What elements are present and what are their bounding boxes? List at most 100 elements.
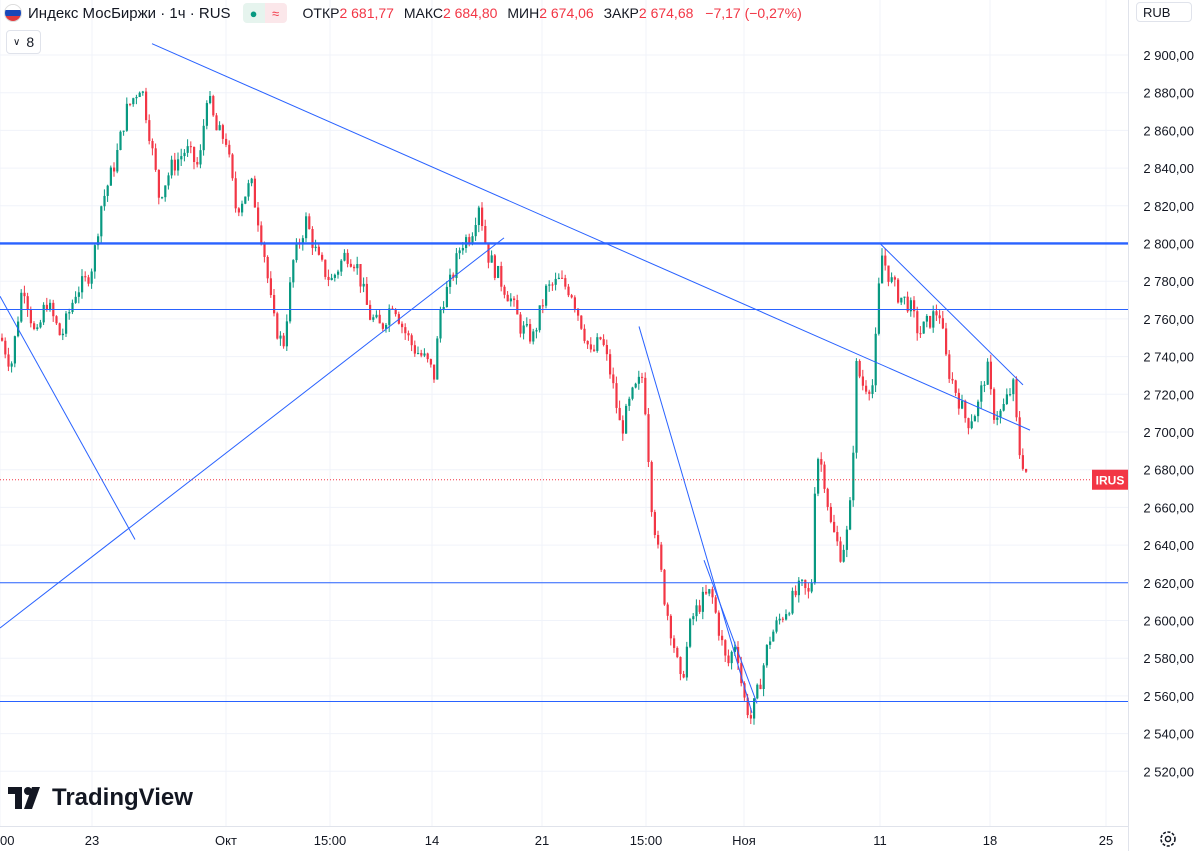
candle	[10, 361, 13, 373]
candle	[519, 312, 522, 338]
candle	[679, 656, 682, 681]
candle-body	[317, 246, 320, 255]
candle-body	[420, 352, 423, 356]
candle	[727, 649, 730, 667]
candle-body	[916, 311, 919, 334]
delayed-data-icon[interactable]: ≈	[264, 3, 287, 23]
candle	[125, 97, 128, 132]
candle-body	[183, 152, 186, 157]
candle	[564, 274, 567, 290]
candle	[820, 452, 823, 472]
candle-body	[68, 312, 71, 314]
price-tick-label: 2 900,00	[1143, 48, 1194, 63]
candle	[186, 139, 189, 157]
candle-body	[247, 183, 250, 197]
indicators-toggle[interactable]: ∨ 8	[6, 30, 42, 54]
candle	[173, 152, 176, 176]
candle-body	[180, 156, 183, 160]
candle-body	[516, 300, 519, 315]
candle	[61, 328, 64, 341]
candle	[129, 103, 132, 107]
candle-body	[650, 461, 653, 513]
trendlines	[0, 43, 1031, 714]
candle	[439, 306, 442, 343]
trendline	[0, 237, 505, 629]
market-status-pills[interactable]: ● ≈	[242, 3, 287, 23]
price-tick-label: 2 680,00	[1143, 463, 1194, 478]
candle	[7, 347, 10, 372]
candle-body	[717, 612, 720, 636]
price-tick-label: 2 800,00	[1143, 237, 1194, 252]
candle-body	[282, 335, 285, 347]
horizontal-levels: 2 800,012 765,002 620,012 557,00IRUS2 67…	[0, 233, 1200, 712]
candle-body	[845, 529, 848, 550]
candle-body	[961, 400, 964, 409]
candle-body	[877, 283, 880, 334]
candle-body	[359, 264, 362, 287]
candle-body	[663, 569, 666, 605]
candle	[945, 322, 948, 357]
candle	[509, 293, 512, 307]
candle-body	[343, 252, 346, 261]
time-tick-label: Ноя	[732, 833, 756, 848]
candle-body	[804, 579, 807, 589]
candle-body	[1009, 394, 1012, 396]
candle	[458, 247, 461, 260]
candle-body	[253, 178, 256, 208]
price-axis[interactable]: 2 520,00 2 540,00 2 560,00 2 580,00 2 600,00…	[1128, 0, 1200, 851]
candle-body	[772, 631, 775, 642]
candle	[541, 299, 544, 314]
candle-body	[1, 337, 4, 341]
candle	[769, 636, 772, 649]
candle	[583, 324, 586, 344]
candle	[701, 587, 704, 620]
settings-gear-icon[interactable]	[1158, 829, 1178, 849]
time-tick-label: 25	[1099, 833, 1113, 848]
candle	[593, 344, 596, 353]
candle-body	[567, 286, 570, 296]
time-axis[interactable]: 00 23 Окт 15:00 14 21 15:00 Ноя 11 18 25	[0, 826, 1128, 849]
candle	[503, 284, 506, 299]
candle	[810, 579, 813, 594]
candle	[308, 213, 311, 230]
candle-body	[468, 237, 471, 244]
candle	[225, 133, 228, 148]
candle	[221, 123, 224, 144]
candle	[781, 616, 784, 623]
candle	[135, 94, 138, 105]
candle	[481, 202, 484, 231]
candle	[42, 302, 45, 326]
candle-body	[129, 103, 132, 105]
market-open-icon[interactable]: ●	[242, 3, 265, 23]
candle-body	[100, 206, 103, 237]
candle	[490, 250, 493, 263]
candle-body	[71, 302, 74, 313]
candle	[842, 544, 845, 563]
candle-body	[817, 459, 820, 494]
price-tick-label: 2 860,00	[1143, 123, 1194, 138]
candle	[685, 641, 688, 681]
candle	[113, 162, 116, 177]
currency-selector[interactable]: RUB	[1136, 2, 1192, 22]
candle	[922, 321, 925, 334]
symbol-title[interactable]: Индекс МосБиржи · 1ч · RUS	[28, 4, 231, 22]
candle-body	[839, 541, 842, 562]
candle	[506, 291, 509, 302]
candle-body	[1002, 403, 1005, 411]
price-tick-label: 2 620,00	[1143, 576, 1194, 591]
candle	[180, 148, 183, 167]
tradingview-logo[interactable]: TradingView	[8, 784, 193, 812]
candle	[279, 331, 282, 346]
candle	[97, 233, 100, 250]
candle-body	[497, 265, 500, 278]
candle-body	[135, 97, 138, 99]
candle	[401, 321, 404, 334]
candle-body	[189, 146, 192, 148]
candle-body	[833, 521, 836, 533]
candle	[337, 269, 340, 279]
candle-body	[746, 697, 749, 716]
candle	[106, 184, 109, 202]
candle	[954, 379, 957, 397]
candle	[852, 445, 855, 507]
